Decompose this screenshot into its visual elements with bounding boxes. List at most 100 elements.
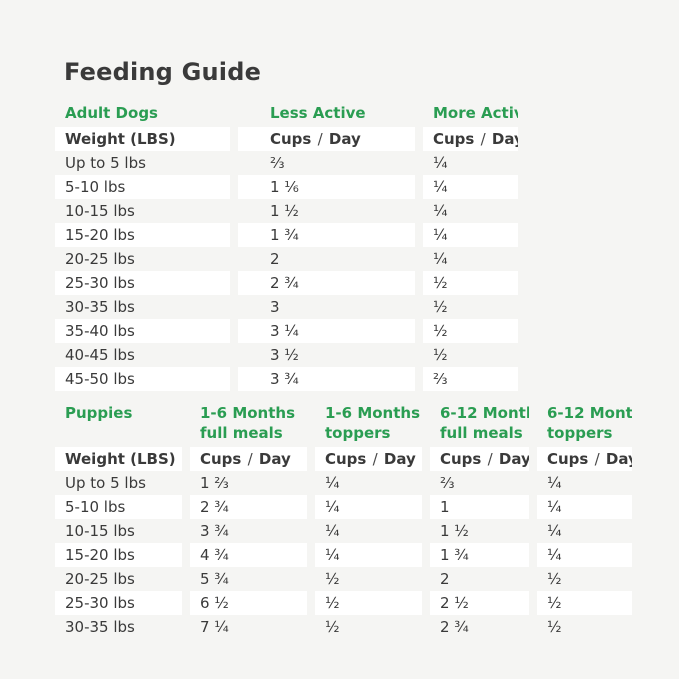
value-cell: 7 ¼ [200,618,229,636]
weight-range-cell: 20-25 lbs [65,250,135,268]
table-row: 10-15 lbs 1 ½ ¼ [55,199,518,223]
column-subheader: Cups / Day [537,447,632,471]
value-cell: 3 ¾ [200,522,229,540]
table-row: 15-20 lbs 1 ¾ ¼ [55,223,518,247]
value-cell: 3 ¼ [238,319,415,343]
value-cell: 3 ½ [270,346,299,364]
weight-range-cell: 10-15 lbs [65,522,135,540]
adult-dogs-table: Adult Dogs Less Active More Active Weight (… [55,103,518,391]
value-cell: ⅔ [440,474,455,492]
value-cell: ¼ [325,522,340,540]
value-cell: 1 ¾ [238,223,415,247]
table-row: 25-30 lbs 6 ½ ½ 2 ½ ½ [55,591,632,615]
value-cell: 1 ⅙ [238,175,415,199]
value-cell: ¼ [325,474,340,492]
table-row: 20-25 lbs 5 ¾ ½ 2 ½ [55,567,632,591]
column-header: Less Active [270,104,366,122]
weight-range-cell: 25-30 lbs [55,591,182,615]
subheader-row: Weight (LBS) Cups / Day Cups / Day Cups / D… [55,447,632,471]
weight-range-cell: 5-10 lbs [55,175,230,199]
value-cell: 1 [430,495,529,519]
slash-separator: / [480,130,486,148]
value-cell: ¼ [315,495,422,519]
table-row: Up to 5 lbs 1 ⅔ ¼ ⅔ ¼ [55,471,632,495]
value-cell: 1 ¾ [430,543,529,567]
value-cell: ¼ [547,474,562,492]
column-subheader: Cups / Day [315,447,422,471]
value-cell: ½ [433,298,448,316]
value-cell: 2 ¾ [190,495,307,519]
value-cell: ½ [547,570,562,588]
weight-range-cell: 30-35 lbs [65,618,135,636]
weight-range-cell: 10-15 lbs [65,202,135,220]
table-row: Up to 5 lbs ⅔ ¼ [55,151,518,175]
table-row: 35-40 lbs 3 ¼ ½ [55,319,518,343]
value-cell: 2 [270,250,280,268]
table-row: 20-25 lbs 2 ¼ [55,247,518,271]
section-header-row: Puppies 1-6 Months full meals 1-6 Months top… [55,403,632,443]
value-cell: 1 ½ [270,202,299,220]
weight-range-cell: 45-50 lbs [55,367,230,391]
value-cell: ¼ [423,175,518,199]
value-cell: ¼ [537,495,632,519]
column-subheader: Cups / Day [238,127,415,151]
value-cell: ¼ [547,522,562,540]
column-header: 1-6 Months full meals [200,404,296,442]
column-header: 1-6 Months toppers [325,404,421,442]
value-cell: ½ [433,346,448,364]
section-label: Adult Dogs [65,104,158,122]
slash-separator: / [372,450,378,468]
slash-separator: / [487,450,493,468]
weight-range-cell: 25-30 lbs [55,271,230,295]
puppies-table: Puppies 1-6 Months full meals 1-6 Months top… [55,403,632,639]
section-header-row: Adult Dogs Less Active More Active [55,103,518,123]
value-cell: 1 ⅔ [200,474,229,492]
value-cell: ¼ [433,250,448,268]
column-subheader: Weight (LBS) [55,447,182,471]
table-row: 40-45 lbs 3 ½ ½ [55,343,518,367]
page-title: Feeding Guide [64,58,262,86]
value-cell: 2 ¾ [440,618,469,636]
weight-range-cell: 5-10 lbs [55,495,182,519]
value-cell: 2 ¾ [238,271,415,295]
weight-range-cell: 30-35 lbs [65,298,135,316]
table-row: 45-50 lbs 3 ¾ ⅔ [55,367,518,391]
weight-range-cell: 35-40 lbs [55,319,230,343]
value-cell: ¼ [423,223,518,247]
value-cell: ½ [325,570,340,588]
column-subheader: Cups / Day [423,127,518,151]
slash-separator: / [317,130,323,148]
weight-range-cell: 20-25 lbs [65,570,135,588]
value-cell: 4 ¾ [190,543,307,567]
weight-range-cell: 15-20 lbs [55,543,182,567]
table-row: 25-30 lbs 2 ¾ ½ [55,271,518,295]
slash-separator: / [594,450,600,468]
table-row: 10-15 lbs 3 ¾ ¼ 1 ½ ¼ [55,519,632,543]
value-cell: 2 [440,570,450,588]
value-cell: ½ [537,591,632,615]
value-cell: ½ [423,319,518,343]
column-header: More Active [433,104,518,122]
value-cell: 3 ¾ [238,367,415,391]
column-subheader: Cups / Day [430,447,529,471]
section-label: Puppies [65,404,133,422]
table-row: 15-20 lbs 4 ¾ ¼ 1 ¾ ¼ [55,543,632,567]
value-cell: 1 ½ [440,522,469,540]
value-cell: ¼ [433,202,448,220]
value-cell: 2 ½ [430,591,529,615]
weight-range-cell: Up to 5 lbs [65,154,146,172]
weight-range-cell: Up to 5 lbs [65,474,146,492]
value-cell: ¼ [433,154,448,172]
weight-range-cell: 15-20 lbs [55,223,230,247]
value-cell: ½ [547,618,562,636]
column-subheader: Cups / Day [190,447,307,471]
table-row: 30-35 lbs 7 ¼ ½ 2 ¾ ½ [55,615,632,639]
value-cell: 5 ¾ [200,570,229,588]
column-subheader: Weight (LBS) [55,127,230,151]
value-cell: ⅔ [423,367,518,391]
subheader-row: Weight (LBS) Cups / Day Cups / Day [55,127,518,151]
value-cell: 3 [270,298,280,316]
